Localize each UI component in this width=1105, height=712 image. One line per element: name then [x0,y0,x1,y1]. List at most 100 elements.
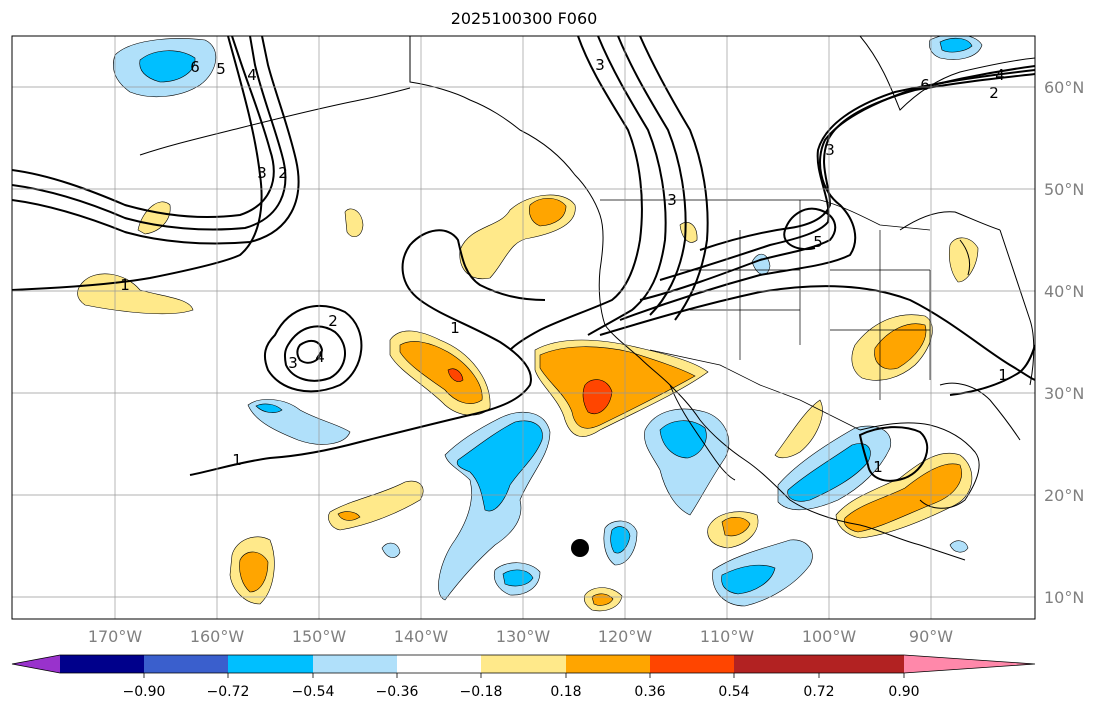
colorbar-bin [313,655,397,673]
contour-line [12,36,287,231]
contour-line [659,69,1035,281]
colorbar-outline [11,654,1036,674]
positive-anomaly-area [721,517,751,537]
contour-label: 2 [989,84,999,102]
lon-label: 160°W [190,627,245,646]
political-borders [409,36,931,431]
contour-label: 6 [920,76,930,94]
contour-label: 3 [288,354,298,372]
negative-anomaly-area [721,564,776,595]
colorbar-bin [397,655,481,673]
negative-anomaly-area [456,420,543,512]
positive-anomaly-area [337,511,361,521]
lon-label: 90°W [909,627,953,646]
positive-anomaly-area [539,346,696,429]
positive-anomaly-area [447,368,464,382]
colorbar-min-extension [12,655,60,673]
gulf-coast [859,422,980,509]
negative-anomaly-area [381,542,401,558]
contour-lines [12,36,1035,482]
positive-anomaly-area [582,379,613,414]
contour-label: 5 [813,233,823,251]
lon-label: 170°W [88,627,143,646]
baja-peninsula [669,384,736,481]
lat-label: 20°N [1044,486,1084,505]
contour-label: 4 [315,348,325,366]
lat-label: 60°N [1044,78,1084,97]
contour-label: 2 [278,164,288,182]
colorbar-bin [734,655,819,673]
contour-label: 3 [825,141,835,159]
lon-label: 150°W [292,627,347,646]
contour-line [858,426,929,482]
state-borders [680,200,931,400]
colorbar-bin [228,655,313,673]
contour-line [617,36,687,316]
great-lakes [899,211,1001,276]
contour-label: 2 [328,312,338,330]
contour-label: 3 [257,164,267,182]
lat-label: 40°N [1044,282,1084,301]
alaska-coast [409,36,966,561]
colorbar-max-extension [904,655,1035,673]
contour-label-group: 6 5 4 3 2 3 2 1 2 3 4 1 1 3 3 5 6 4 2 1 … [120,56,1008,476]
contour-line [263,305,363,393]
contour-line [12,36,263,291]
lon-label: 120°W [598,627,653,646]
positive-anomaly-area [874,323,927,370]
colorbar-tick-label: 0.18 [550,684,581,700]
colorbar-bin [650,655,734,673]
contour-label: 1 [120,276,130,294]
lon-label: 140°W [394,627,449,646]
lat-label: 10°N [1044,588,1084,607]
contour-line [12,36,275,218]
colorbar-tick-label: −0.18 [460,684,503,700]
contour-line [509,36,643,351]
contour-label: 1 [873,458,883,476]
contour-line [949,344,1035,396]
contour-label: 3 [595,56,605,74]
colorbar-bin [60,655,144,673]
colorbar-ticks [143,673,905,678]
contour-line [587,36,667,336]
lon-label: 110°W [700,627,755,646]
contour-line [599,285,1035,381]
contour-line [639,207,837,301]
florida-coast [939,382,1021,441]
colorbar-tick-label: −0.90 [123,684,166,700]
contour-line [189,229,546,476]
map-title: 2025100300 F060 [450,9,598,28]
longitude-labels: 170°W 160°W 150°W 140°W 130°W 120°W 110°… [88,627,953,646]
graticule [12,36,1035,619]
colorbar-tick-label: 0.54 [718,684,749,700]
colorbar-tick-label: −0.72 [207,684,250,700]
aleutian-chain [139,87,411,156]
latitude-labels: 60°N 50°N 40°N 30°N 20°N 10°N [1044,78,1084,607]
storm-center-dot [571,539,589,557]
colorbar: −0.90 −0.72 −0.54 −0.36 −0.18 0.18 0.36 … [11,654,1036,700]
positive-anomaly-area [774,399,823,459]
negative-anomaly-area [949,540,969,553]
contour-label: 3 [667,191,677,209]
colorbar-bin [566,655,650,673]
contour-line [296,339,324,364]
contour-label: 1 [232,451,242,469]
positive-anomaly-area [399,341,483,404]
contour-line [283,325,346,382]
lat-label: 50°N [1044,180,1084,199]
east-coast [999,229,1035,386]
colorbar-tick-label: 0.72 [803,684,834,700]
positive-anomaly-area [344,208,364,238]
contour-label: 5 [216,60,226,78]
hudson-bay-coast [859,36,1035,111]
negative-anomaly-area [139,50,196,83]
us-mexico-border [649,349,861,431]
colorbar-tick-label: −0.54 [292,684,335,700]
negative-anomaly-area [939,37,973,53]
positive-anomaly-area [529,198,567,227]
positive-anomaly-area [843,463,962,533]
negative-anomaly-area [502,569,534,587]
map-panel [12,36,1035,619]
colorbar-bin [481,655,566,673]
colorbar-bin [819,655,904,673]
